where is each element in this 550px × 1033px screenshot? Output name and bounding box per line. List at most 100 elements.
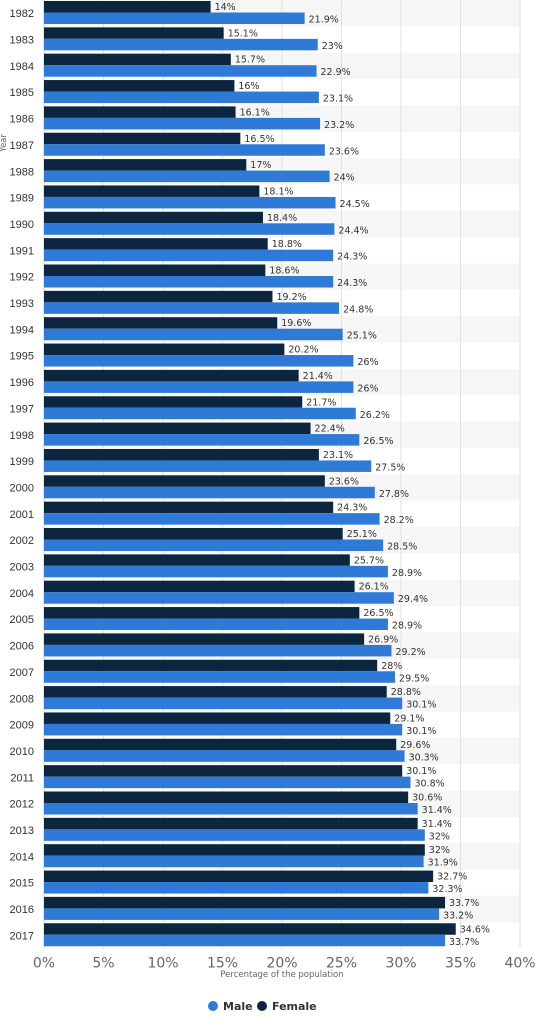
data-label-female: 32.7% <box>437 872 467 883</box>
bar-female[interactable] <box>44 844 425 856</box>
bar-female[interactable] <box>44 791 409 804</box>
bar-female[interactable] <box>44 132 241 145</box>
bar-male[interactable] <box>44 723 403 736</box>
bar-female[interactable] <box>44 185 260 197</box>
bar-male[interactable] <box>44 486 375 499</box>
bar-female[interactable] <box>44 264 266 277</box>
data-label-female: 23.6% <box>329 476 359 487</box>
bar-male[interactable] <box>44 302 340 314</box>
bar-male[interactable] <box>44 750 405 762</box>
bar-female[interactable] <box>44 712 391 724</box>
bar-female[interactable] <box>44 896 446 909</box>
bar-female[interactable] <box>44 1 211 13</box>
bar-female[interactable] <box>44 448 319 461</box>
bar-female[interactable] <box>44 317 278 329</box>
bar-female[interactable] <box>44 528 343 540</box>
bar-male[interactable] <box>44 644 392 657</box>
x-tick-label: 10% <box>147 956 178 972</box>
bar-male[interactable] <box>44 38 318 51</box>
data-label-female: 23.1% <box>323 450 353 461</box>
bar-female[interactable] <box>44 475 325 487</box>
bar-female[interactable] <box>44 633 365 645</box>
gridlines <box>43 0 521 949</box>
bar-female[interactable] <box>44 238 268 250</box>
data-label-female: 19.6% <box>281 318 311 329</box>
bar-male[interactable] <box>44 697 403 710</box>
bar-male[interactable] <box>44 671 396 683</box>
data-label-female: 15.7% <box>235 55 265 66</box>
bar-female[interactable] <box>44 106 236 118</box>
data-label-male: 26% <box>357 357 378 368</box>
bar-female[interactable] <box>44 53 231 66</box>
y-tick-label: 2001 <box>10 509 34 521</box>
bar-female[interactable] <box>44 396 303 408</box>
bar-female[interactable] <box>44 817 418 830</box>
bar-male[interactable] <box>44 565 388 578</box>
legend-item-male[interactable]: Male <box>208 1000 253 1013</box>
bar-male[interactable] <box>44 803 418 815</box>
bar-male[interactable] <box>44 592 394 604</box>
bar-female[interactable] <box>44 369 299 382</box>
bar-male[interactable] <box>44 249 334 262</box>
bar-male[interactable] <box>44 855 424 868</box>
data-label-female: 25.7% <box>354 555 384 566</box>
data-label-female: 18.1% <box>263 186 293 197</box>
bar-female[interactable] <box>44 607 360 619</box>
bar-male[interactable] <box>44 196 336 209</box>
y-tick-label: 1987 <box>10 140 34 152</box>
bar-female[interactable] <box>44 290 273 303</box>
y-tick-label: 1984 <box>10 61 34 73</box>
bar-female[interactable] <box>44 27 224 39</box>
data-label-male: 27.8% <box>379 489 409 500</box>
bar-female[interactable] <box>44 501 334 514</box>
bar-male[interactable] <box>44 12 305 25</box>
data-label-male: 31.9% <box>428 858 458 869</box>
bar-male[interactable] <box>44 407 356 420</box>
bar-female[interactable] <box>44 159 247 171</box>
bar-male[interactable] <box>44 144 325 156</box>
data-label-female: 29.1% <box>394 713 424 724</box>
bar-female[interactable] <box>44 765 403 777</box>
bar-male[interactable] <box>44 882 429 894</box>
bar-male[interactable] <box>44 776 411 789</box>
bar-male[interactable] <box>44 65 317 77</box>
bar-male[interactable] <box>44 91 319 104</box>
bar-male[interactable] <box>44 170 330 183</box>
bar-female[interactable] <box>44 554 350 566</box>
bar-male[interactable] <box>44 276 334 288</box>
y-tick-label: 2010 <box>10 746 34 758</box>
legend-item-female[interactable]: Female <box>257 1000 317 1013</box>
bar-female[interactable] <box>44 923 456 935</box>
bar-male[interactable] <box>44 381 354 393</box>
bar-female[interactable] <box>44 422 311 435</box>
bar-male[interactable] <box>44 618 388 631</box>
bar-male[interactable] <box>44 117 321 130</box>
bar-male[interactable] <box>44 934 446 947</box>
bar-male[interactable] <box>44 460 372 472</box>
y-tick-label: 1990 <box>10 219 34 231</box>
y-tick-label: 1992 <box>10 272 34 284</box>
bar-male[interactable] <box>44 539 384 552</box>
data-label-male: 31.4% <box>422 805 452 816</box>
y-tick-label: 1996 <box>10 377 34 389</box>
bar-female[interactable] <box>44 659 378 672</box>
data-label-female: 14% <box>215 2 236 13</box>
data-label-female: 19.2% <box>276 292 306 303</box>
bar-female[interactable] <box>44 686 387 698</box>
bar-female[interactable] <box>44 80 235 92</box>
bar-male[interactable] <box>44 328 343 341</box>
bar-female[interactable] <box>44 870 434 883</box>
bar-male[interactable] <box>44 223 335 235</box>
bar-female[interactable] <box>44 580 355 593</box>
data-label-male: 23.2% <box>324 120 354 131</box>
bar-male[interactable] <box>44 513 380 525</box>
bar-male[interactable] <box>44 829 425 841</box>
bar-female[interactable] <box>44 211 263 224</box>
bar-male[interactable] <box>44 434 360 446</box>
x-tick-label: 0% <box>33 956 55 972</box>
bar-female[interactable] <box>44 343 285 356</box>
bar-male[interactable] <box>44 355 354 367</box>
bar-female[interactable] <box>44 738 397 751</box>
bar-male[interactable] <box>44 908 440 920</box>
